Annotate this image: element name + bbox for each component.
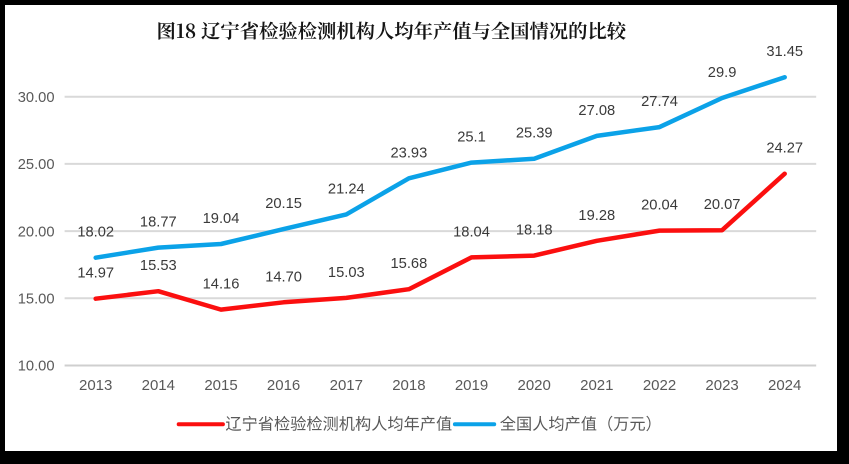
svg-text:2013: 2013 <box>79 377 112 394</box>
svg-text:18.18: 18.18 <box>516 223 553 239</box>
svg-text:2014: 2014 <box>142 377 175 394</box>
svg-text:14.97: 14.97 <box>77 266 114 282</box>
svg-text:29.9: 29.9 <box>708 65 737 81</box>
svg-text:21.24: 21.24 <box>328 181 365 197</box>
svg-text:25.00: 25.00 <box>18 157 55 173</box>
svg-text:19.04: 19.04 <box>203 211 240 227</box>
svg-text:23.93: 23.93 <box>391 145 428 161</box>
svg-text:2021: 2021 <box>580 377 613 394</box>
svg-text:10.00: 10.00 <box>18 359 55 375</box>
svg-text:25.39: 25.39 <box>516 126 553 142</box>
svg-text:20.00: 20.00 <box>18 224 55 240</box>
svg-text:2018: 2018 <box>392 377 425 394</box>
svg-text:31.45: 31.45 <box>766 44 803 60</box>
svg-text:20.04: 20.04 <box>641 198 678 214</box>
svg-text:2022: 2022 <box>643 377 676 394</box>
svg-text:2024: 2024 <box>768 377 801 394</box>
svg-text:15.03: 15.03 <box>328 265 365 281</box>
svg-text:2019: 2019 <box>455 377 488 394</box>
svg-text:15.53: 15.53 <box>140 258 177 274</box>
svg-text:19.28: 19.28 <box>578 208 615 224</box>
svg-text:14.70: 14.70 <box>265 269 302 285</box>
svg-text:20.07: 20.07 <box>704 197 741 213</box>
svg-text:27.74: 27.74 <box>641 94 678 110</box>
svg-text:30.00: 30.00 <box>18 90 55 106</box>
svg-text:2017: 2017 <box>330 377 363 394</box>
svg-text:27.08: 27.08 <box>578 103 615 119</box>
svg-text:20.15: 20.15 <box>265 196 302 212</box>
svg-text:18.77: 18.77 <box>140 215 177 231</box>
svg-text:2020: 2020 <box>518 377 551 394</box>
svg-text:18.02: 18.02 <box>77 225 114 241</box>
svg-text:25.1: 25.1 <box>457 130 486 146</box>
svg-text:2016: 2016 <box>267 377 300 394</box>
svg-text:14.16: 14.16 <box>203 277 240 293</box>
svg-text:15.00: 15.00 <box>18 292 55 308</box>
svg-text:2023: 2023 <box>705 377 738 394</box>
svg-text:2015: 2015 <box>204 377 237 394</box>
svg-text:18.04: 18.04 <box>453 224 490 240</box>
svg-text:15.68: 15.68 <box>391 256 428 272</box>
svg-text:24.27: 24.27 <box>766 141 803 157</box>
